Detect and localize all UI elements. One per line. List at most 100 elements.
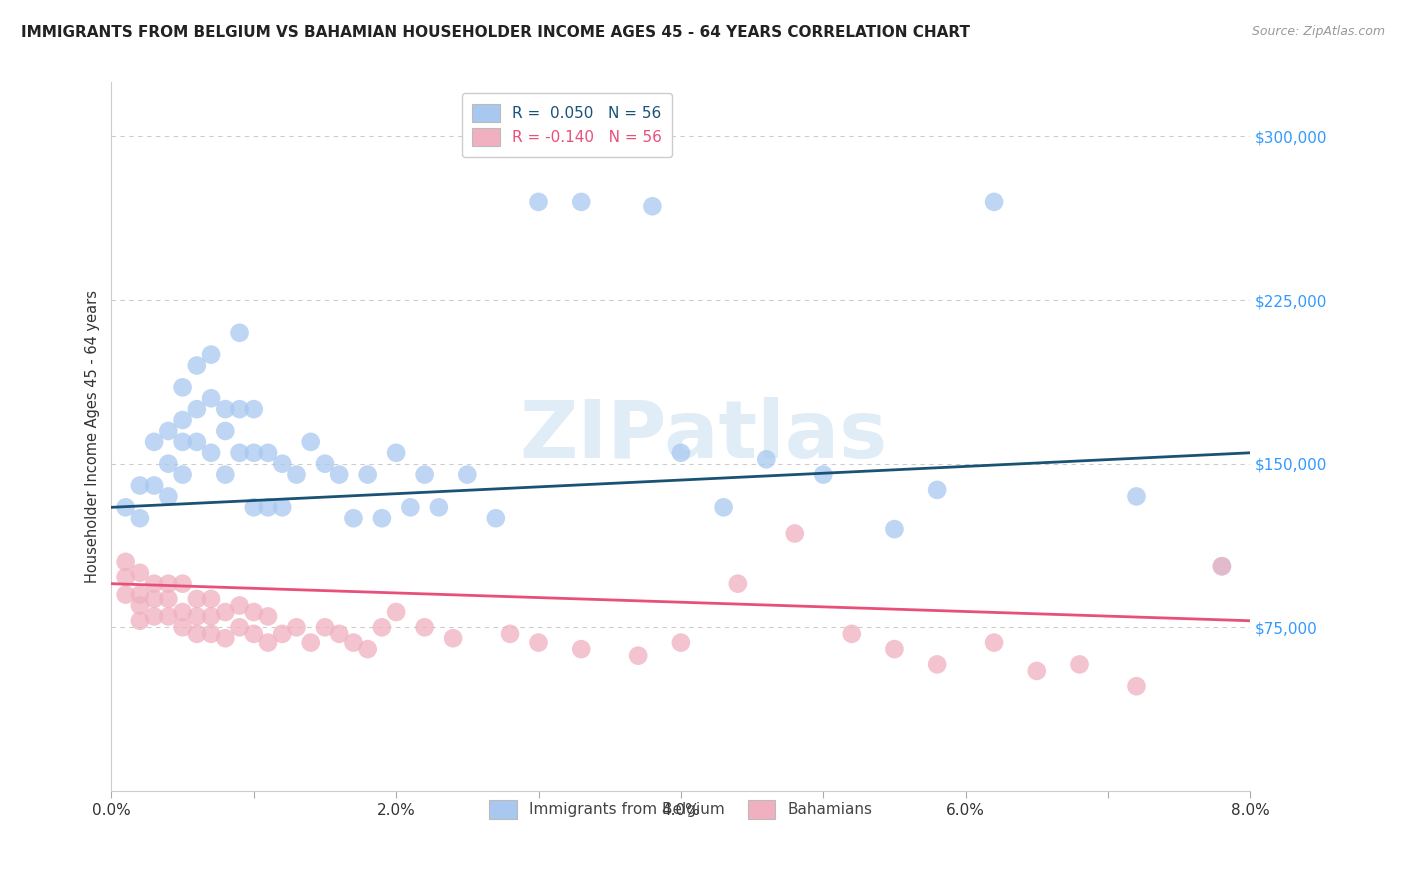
Point bbox=[399, 500, 422, 515]
Point bbox=[214, 467, 236, 482]
Point bbox=[927, 657, 949, 672]
Point bbox=[569, 642, 592, 657]
Text: ZIPatlas: ZIPatlas bbox=[520, 398, 887, 475]
Point bbox=[413, 620, 436, 634]
Point bbox=[456, 467, 478, 482]
Point bbox=[214, 605, 236, 619]
Point bbox=[186, 434, 208, 449]
Point bbox=[200, 446, 222, 460]
Point bbox=[641, 199, 664, 213]
Point bbox=[299, 434, 322, 449]
Point bbox=[883, 522, 905, 536]
Point bbox=[285, 467, 308, 482]
Point bbox=[427, 500, 450, 515]
Point bbox=[143, 478, 166, 492]
Point bbox=[114, 570, 136, 584]
Point bbox=[413, 467, 436, 482]
Point bbox=[143, 576, 166, 591]
Point bbox=[927, 483, 949, 497]
Point bbox=[342, 511, 364, 525]
Point bbox=[328, 627, 350, 641]
Point bbox=[186, 591, 208, 606]
Point bbox=[214, 424, 236, 438]
Point bbox=[157, 576, 180, 591]
Point bbox=[157, 424, 180, 438]
Point bbox=[228, 326, 250, 340]
Point bbox=[200, 609, 222, 624]
Point bbox=[172, 434, 194, 449]
Point bbox=[128, 478, 150, 492]
Point bbox=[371, 511, 394, 525]
Point bbox=[371, 620, 394, 634]
Point bbox=[271, 500, 294, 515]
Point bbox=[342, 635, 364, 649]
Point bbox=[157, 457, 180, 471]
Point bbox=[1125, 679, 1147, 693]
Point bbox=[328, 467, 350, 482]
Point bbox=[186, 402, 208, 417]
Point bbox=[200, 591, 222, 606]
Point bbox=[228, 620, 250, 634]
Point bbox=[157, 609, 180, 624]
Point bbox=[157, 591, 180, 606]
Point bbox=[813, 467, 835, 482]
Point bbox=[172, 380, 194, 394]
Point bbox=[143, 434, 166, 449]
Point bbox=[1211, 559, 1233, 574]
Point bbox=[128, 566, 150, 580]
Point bbox=[128, 599, 150, 613]
Point bbox=[228, 599, 250, 613]
Point bbox=[200, 348, 222, 362]
Point bbox=[242, 627, 264, 641]
Point bbox=[200, 627, 222, 641]
Point bbox=[242, 500, 264, 515]
Point bbox=[527, 194, 550, 209]
Y-axis label: Householder Income Ages 45 - 64 years: Householder Income Ages 45 - 64 years bbox=[86, 290, 100, 582]
Point bbox=[186, 627, 208, 641]
Point bbox=[228, 402, 250, 417]
Point bbox=[669, 446, 692, 460]
Point bbox=[485, 511, 508, 525]
Point bbox=[385, 446, 408, 460]
Point bbox=[314, 457, 336, 471]
Point bbox=[357, 642, 380, 657]
Point bbox=[214, 631, 236, 645]
Point bbox=[114, 500, 136, 515]
Point bbox=[186, 359, 208, 373]
Point bbox=[200, 391, 222, 405]
Point bbox=[983, 635, 1005, 649]
Point bbox=[385, 605, 408, 619]
Point bbox=[128, 511, 150, 525]
Point bbox=[172, 467, 194, 482]
Point bbox=[257, 500, 280, 515]
Point bbox=[569, 194, 592, 209]
Point bbox=[186, 609, 208, 624]
Point bbox=[841, 627, 863, 641]
Point bbox=[783, 526, 806, 541]
Point bbox=[441, 631, 464, 645]
Point bbox=[242, 446, 264, 460]
Legend: Immigrants from Belgium, Bahamians: Immigrants from Belgium, Bahamians bbox=[478, 789, 883, 830]
Point bbox=[357, 467, 380, 482]
Point bbox=[257, 609, 280, 624]
Point bbox=[271, 457, 294, 471]
Point bbox=[114, 588, 136, 602]
Point bbox=[242, 402, 264, 417]
Point bbox=[755, 452, 778, 467]
Point bbox=[499, 627, 522, 641]
Point bbox=[228, 446, 250, 460]
Point bbox=[713, 500, 735, 515]
Point bbox=[1069, 657, 1091, 672]
Text: Source: ZipAtlas.com: Source: ZipAtlas.com bbox=[1251, 25, 1385, 38]
Point bbox=[271, 627, 294, 641]
Point bbox=[172, 413, 194, 427]
Text: IMMIGRANTS FROM BELGIUM VS BAHAMIAN HOUSEHOLDER INCOME AGES 45 - 64 YEARS CORREL: IMMIGRANTS FROM BELGIUM VS BAHAMIAN HOUS… bbox=[21, 25, 970, 40]
Point bbox=[883, 642, 905, 657]
Point bbox=[143, 591, 166, 606]
Point bbox=[983, 194, 1005, 209]
Point bbox=[727, 576, 749, 591]
Point bbox=[242, 605, 264, 619]
Point bbox=[128, 588, 150, 602]
Point bbox=[257, 446, 280, 460]
Point bbox=[172, 605, 194, 619]
